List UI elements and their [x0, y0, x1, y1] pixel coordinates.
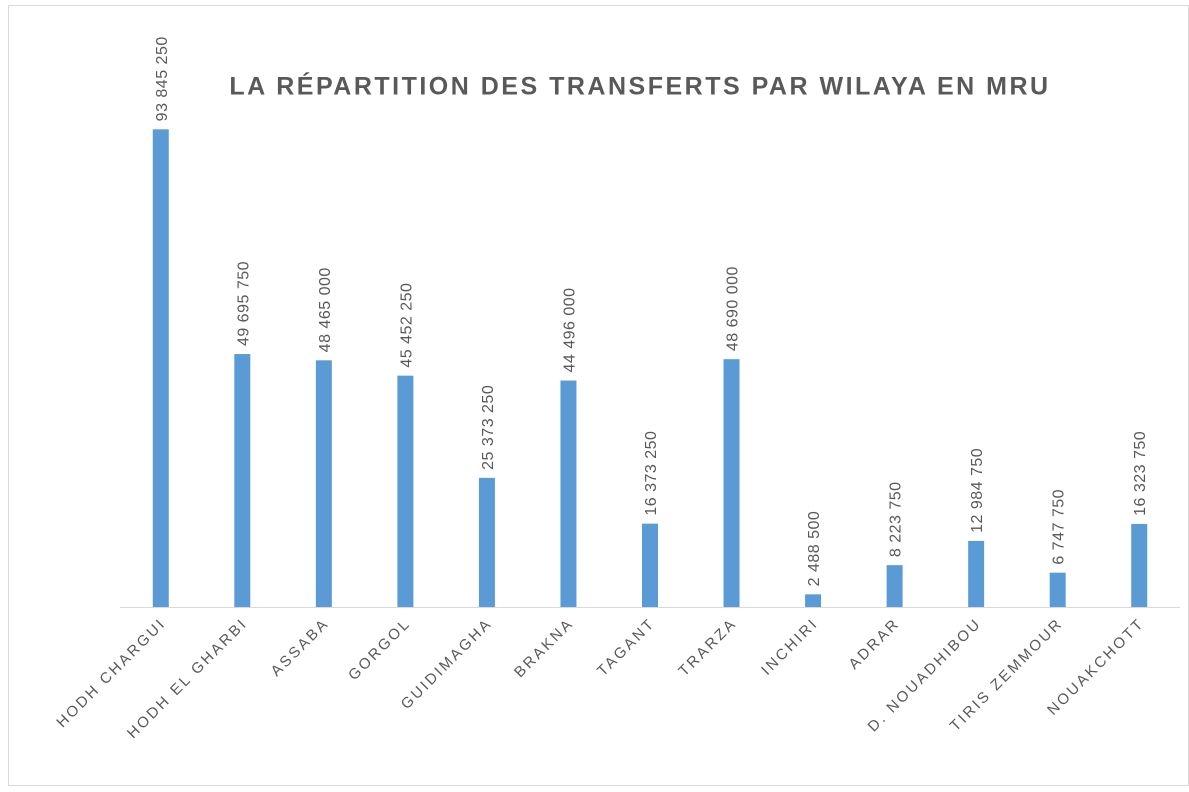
bar — [723, 359, 740, 607]
x-tick-label: TRARZA — [675, 615, 740, 680]
value-label: 48 690 000 — [725, 266, 742, 351]
value-label: 44 496 000 — [561, 287, 578, 372]
x-tick-label: BRAKNA — [511, 615, 577, 681]
bar — [315, 360, 332, 607]
bar — [397, 375, 414, 607]
value-label: 8 223 750 — [888, 481, 905, 557]
value-label: 49 695 750 — [235, 261, 252, 346]
x-tick-label: TAGANT — [594, 615, 659, 680]
bar — [968, 540, 985, 607]
value-label: 93 845 250 — [154, 36, 171, 121]
x-tick-label: ASSABA — [268, 615, 333, 680]
value-label: 48 465 000 — [317, 267, 334, 352]
value-label: 12 984 750 — [969, 448, 986, 533]
x-tick-label: GORGOL — [345, 615, 414, 684]
bar — [805, 594, 822, 607]
value-label: 25 373 250 — [480, 385, 497, 470]
value-label: 16 323 750 — [1132, 431, 1149, 516]
value-label: 16 373 250 — [643, 431, 660, 516]
bar — [1131, 523, 1148, 607]
x-tick-label: ADRAR — [845, 615, 903, 673]
bar — [1049, 572, 1066, 607]
bar — [152, 129, 169, 607]
bar — [478, 477, 495, 607]
chart-title: LA RÉPARTITION DES TRANSFERTS PAR WILAYA… — [229, 72, 1050, 101]
bar — [886, 565, 903, 607]
bar — [560, 380, 577, 607]
value-label: 6 747 750 — [1051, 489, 1068, 565]
x-tick-label: INCHIRI — [758, 615, 822, 679]
value-label: 2 488 500 — [806, 511, 823, 587]
x-tick-label: GUIDIMAGHA — [398, 615, 496, 713]
bar — [642, 523, 658, 607]
value-label: 45 452 250 — [398, 283, 415, 368]
bar — [234, 354, 251, 607]
